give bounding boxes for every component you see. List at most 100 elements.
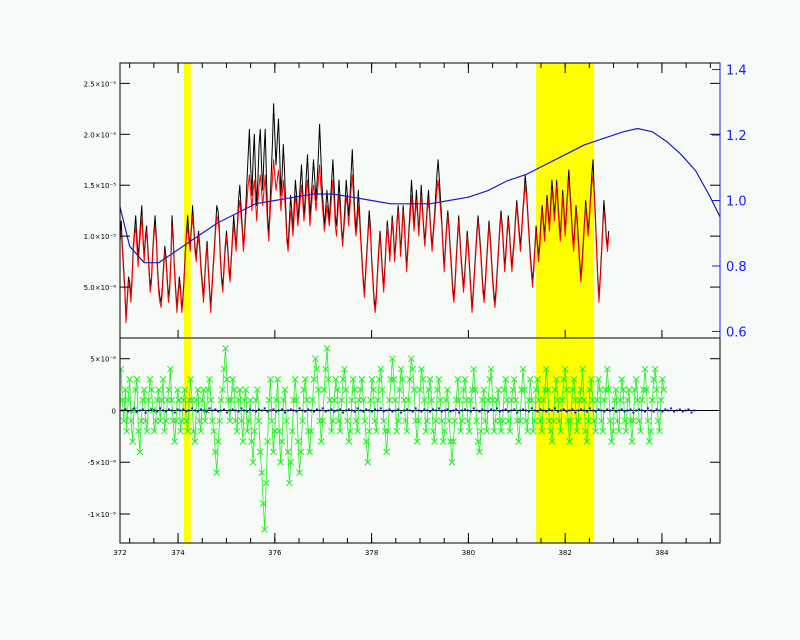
model-residual-point-130 — [498, 410, 501, 413]
residual-point-130 — [306, 448, 314, 456]
residual-point-227 — [447, 438, 454, 445]
residual-point-211 — [423, 417, 431, 425]
residual-point-314 — [573, 427, 581, 435]
model-residual-point-135 — [513, 408, 516, 411]
residual-point-128 — [303, 396, 311, 404]
residual-point-109 — [275, 427, 283, 435]
model-residual-point-85 — [368, 409, 371, 412]
model-residual-point-194 — [684, 409, 687, 412]
model-residual-point-137 — [519, 409, 522, 412]
model-residual-point-106 — [429, 410, 432, 413]
residual-point-251 — [481, 417, 489, 425]
residual-point-60 — [204, 386, 212, 394]
highlight-band-1 — [183, 63, 191, 543]
residual-point-344 — [616, 396, 624, 404]
model-residual-point-127 — [490, 408, 493, 411]
residual-point-7 — [127, 417, 135, 425]
residual-point-53 — [194, 386, 202, 394]
residual-point-329 — [595, 376, 602, 383]
model-residual-point-174 — [626, 409, 629, 412]
top-y-tick-label-2: 1.5×10⁻⁵ — [84, 182, 117, 190]
residual-point-153 — [339, 376, 347, 383]
model-residual-point-193 — [681, 410, 684, 413]
residual-point-350 — [625, 386, 633, 394]
residual-point-245 — [473, 417, 480, 425]
model-residual-point-89 — [379, 407, 382, 410]
residual-point-178 — [376, 376, 383, 383]
residual-point-317 — [577, 386, 585, 394]
model-residual-point-58 — [289, 408, 292, 411]
residual-point-115 — [284, 448, 292, 456]
residual-point-5 — [124, 396, 132, 404]
residual-point-336 — [605, 386, 613, 394]
residual-point-17 — [142, 417, 149, 425]
model-residual-point-84 — [365, 408, 368, 411]
model-residual-point-97 — [403, 409, 406, 412]
residual-point-294 — [544, 386, 552, 394]
residual-point-77 — [229, 376, 237, 383]
top-y-tick-label-3: 2.0×10⁻⁵ — [84, 131, 117, 139]
model-residual-point-47 — [257, 408, 260, 411]
residual-point-221 — [438, 417, 446, 425]
residual-point-339 — [609, 427, 617, 435]
model-residual-point-27 — [199, 408, 202, 411]
residual-point-13 — [136, 448, 144, 456]
residual-point-87 — [243, 427, 251, 435]
residual-point-352 — [628, 438, 636, 445]
model-residual-point-75 — [339, 408, 342, 411]
residual-point-174 — [370, 386, 377, 394]
residual-point-304 — [558, 396, 566, 404]
model-residual-point-54 — [278, 409, 281, 412]
model-residual-point-123 — [478, 410, 481, 413]
model-residual-point-80 — [353, 410, 356, 413]
residual-point-283 — [528, 396, 536, 404]
bottom-y-tick-label-3: -1×10⁻⁵ — [88, 511, 116, 519]
residual-point-249 — [479, 396, 486, 404]
residual-point-156 — [344, 417, 351, 425]
residual-point-273 — [513, 417, 521, 425]
residual-point-321 — [583, 438, 591, 445]
model-residual-point-100 — [411, 410, 414, 413]
model-residual-point-87 — [374, 408, 376, 411]
x-tick-label-5: 382 — [558, 549, 571, 557]
model-residual-point-12 — [156, 410, 159, 413]
residual-point-268 — [506, 427, 514, 435]
model-residual-point-65 — [310, 409, 313, 412]
residual-point-247 — [476, 448, 483, 456]
residual-point-18 — [143, 427, 151, 435]
residual-point-112 — [280, 396, 287, 404]
model-residual-point-77 — [344, 409, 347, 412]
model-residual-point-25 — [194, 409, 196, 412]
x-tick-label-4: 380 — [462, 549, 475, 557]
residual-point-137 — [316, 417, 324, 425]
residual-point-166 — [358, 376, 366, 383]
residual-point-351 — [627, 417, 634, 425]
residual-point-331 — [598, 417, 605, 425]
residual-point-102 — [265, 396, 273, 404]
model-residual-point-20 — [179, 409, 182, 412]
residual-point-4 — [123, 427, 131, 435]
model-residual-point-125 — [484, 409, 487, 412]
model-residual-point-176 — [632, 411, 635, 414]
bottom-y-tick-label-0: 5×10⁻⁶ — [90, 356, 116, 364]
model-residual-point-189 — [670, 407, 673, 410]
residual-point-74 — [225, 396, 232, 404]
model-residual-point-166 — [603, 410, 606, 413]
residual-point-37 — [171, 438, 179, 445]
residual-point-244 — [471, 386, 479, 394]
residual-point-370 — [654, 417, 662, 425]
residual-point-281 — [525, 396, 533, 404]
model-residual-point-119 — [466, 409, 469, 412]
model-residual-point-4 — [133, 407, 136, 410]
residual-point-98 — [259, 500, 267, 508]
residual-point-176 — [373, 427, 380, 435]
model-residual-point-107 — [432, 408, 435, 411]
residual-point-216 — [431, 438, 438, 445]
right-y-tick-label-1: 0.8 — [726, 260, 747, 275]
model-residual-point-101 — [414, 407, 417, 410]
residual-point-338 — [608, 438, 615, 445]
top-y-tick-label-1: 1.0×10⁻⁵ — [84, 233, 117, 241]
residual-point-27 — [156, 417, 164, 425]
model-residual-point-98 — [405, 408, 408, 411]
